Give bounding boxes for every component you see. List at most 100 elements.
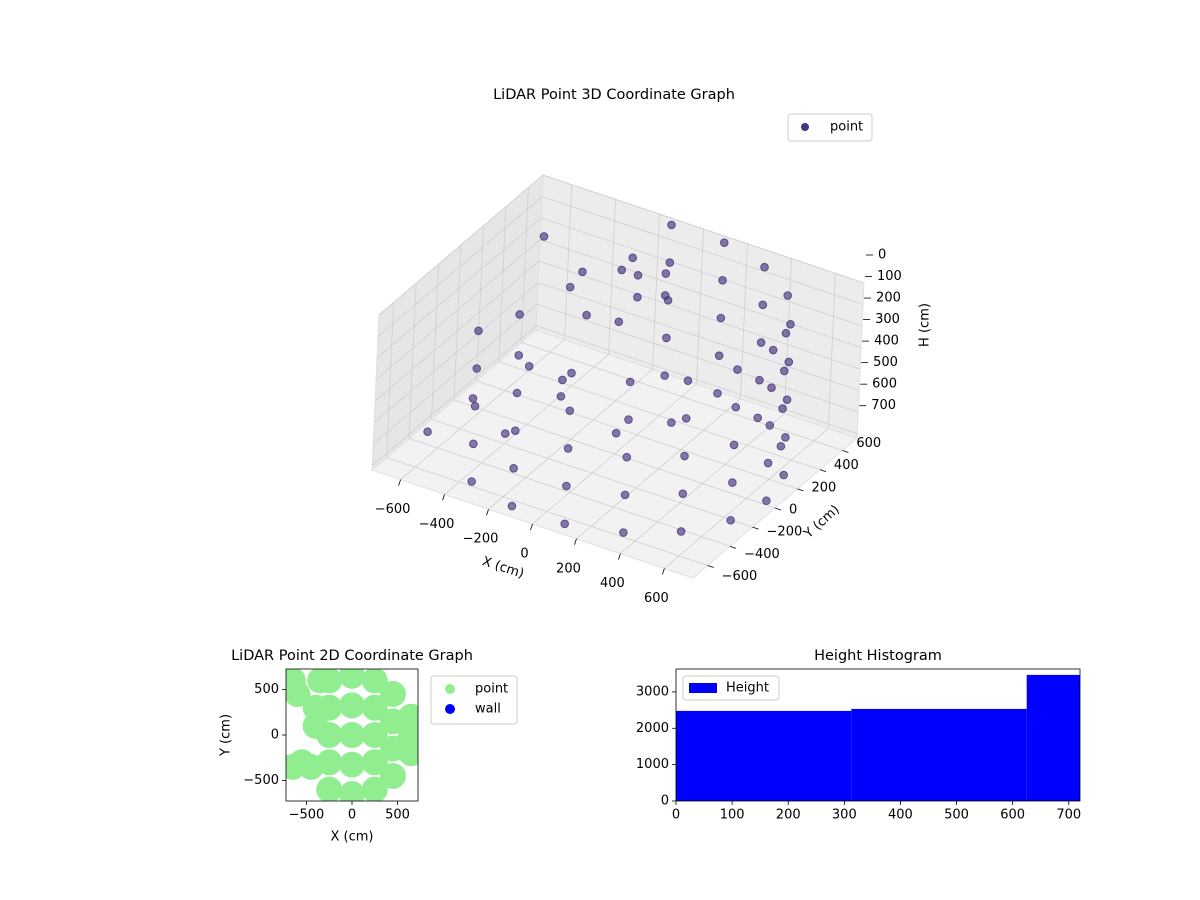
point xyxy=(683,376,693,386)
point xyxy=(633,270,643,280)
point xyxy=(339,669,365,689)
x-axis-label: X (cm) xyxy=(480,554,526,582)
grid-line xyxy=(453,399,776,509)
point xyxy=(539,232,549,241)
point xyxy=(398,703,418,730)
point xyxy=(474,326,483,336)
point xyxy=(565,282,575,292)
point xyxy=(716,313,726,323)
x-tick-label: −600 xyxy=(375,502,411,517)
x-tick xyxy=(574,538,577,545)
grid-line xyxy=(541,196,864,305)
point xyxy=(760,262,769,272)
point xyxy=(361,776,388,801)
point xyxy=(619,528,628,537)
legend-marker xyxy=(445,684,455,694)
x-tick xyxy=(486,509,489,516)
axes-frame xyxy=(675,668,1081,802)
bar xyxy=(1026,674,1080,801)
point xyxy=(681,414,691,423)
grid-line xyxy=(376,217,542,359)
x-tick-label: 500 xyxy=(385,808,410,823)
grid-line xyxy=(375,239,541,380)
z-tick-label: 500 xyxy=(873,355,898,370)
z-tick-label: 0 xyxy=(878,248,886,263)
point xyxy=(628,253,638,263)
point xyxy=(726,515,735,525)
legend-label: wall xyxy=(475,702,501,717)
point xyxy=(567,368,576,378)
x-tick xyxy=(530,523,533,531)
point xyxy=(714,351,724,360)
point xyxy=(563,444,573,453)
x-tick-label: 400 xyxy=(888,808,913,823)
point xyxy=(661,269,671,278)
legend-marker xyxy=(445,704,455,714)
point xyxy=(762,496,771,506)
x-tick-label: 600 xyxy=(1000,808,1025,823)
point xyxy=(768,345,778,355)
point xyxy=(660,371,669,380)
point xyxy=(556,392,566,401)
grid-line xyxy=(539,239,862,348)
y-tick-label: −200 xyxy=(767,525,803,540)
point xyxy=(379,762,406,789)
point xyxy=(783,291,792,300)
point xyxy=(515,310,524,319)
point xyxy=(307,669,334,694)
chart-title: LiDAR Point 2D Coordinate Graph xyxy=(231,648,473,664)
point xyxy=(776,441,786,451)
z-tick-label: 700 xyxy=(871,398,896,413)
point xyxy=(500,429,510,438)
y-tick xyxy=(774,507,782,511)
point xyxy=(782,395,792,404)
grid-line xyxy=(476,380,798,490)
point xyxy=(423,427,432,437)
point xyxy=(316,776,343,801)
legend-marker xyxy=(801,123,809,131)
point xyxy=(470,401,480,411)
point xyxy=(713,389,722,398)
point xyxy=(617,265,627,275)
point xyxy=(767,383,776,393)
point xyxy=(778,404,787,413)
point xyxy=(302,712,329,739)
point xyxy=(286,681,311,708)
grid-line xyxy=(373,282,539,423)
point xyxy=(339,781,365,801)
point xyxy=(753,413,763,423)
x-tick-label: 300 xyxy=(832,808,857,823)
y-tick-label: −500 xyxy=(243,773,279,788)
point xyxy=(728,478,737,487)
grid-line xyxy=(498,361,821,471)
point xyxy=(765,421,775,430)
legend-box xyxy=(682,675,780,701)
y-tick-label: 0 xyxy=(789,503,797,518)
plot-area xyxy=(286,669,418,801)
x-tick xyxy=(618,553,621,560)
point xyxy=(786,320,795,329)
point xyxy=(514,351,524,360)
point xyxy=(512,388,522,398)
grid-line xyxy=(408,437,731,547)
grid-line xyxy=(540,217,863,327)
grid-line xyxy=(536,325,858,435)
y-tick-label: 200 xyxy=(811,480,836,495)
grid-line xyxy=(431,418,753,528)
z-axis-label: H (cm) xyxy=(918,303,933,347)
point xyxy=(625,377,635,387)
point xyxy=(756,338,766,347)
x-tick-label: 200 xyxy=(556,561,581,576)
point xyxy=(339,722,365,748)
grid-line xyxy=(371,325,537,466)
x-tick xyxy=(398,479,401,486)
point xyxy=(578,267,587,277)
y-tick-label: 2000 xyxy=(636,721,669,736)
point xyxy=(660,291,670,300)
chart-title: LiDAR Point 3D Coordinate Graph xyxy=(493,87,735,103)
point xyxy=(361,749,388,776)
x-tick xyxy=(442,494,445,501)
point xyxy=(361,722,388,748)
x-tick-label: −200 xyxy=(463,532,499,547)
